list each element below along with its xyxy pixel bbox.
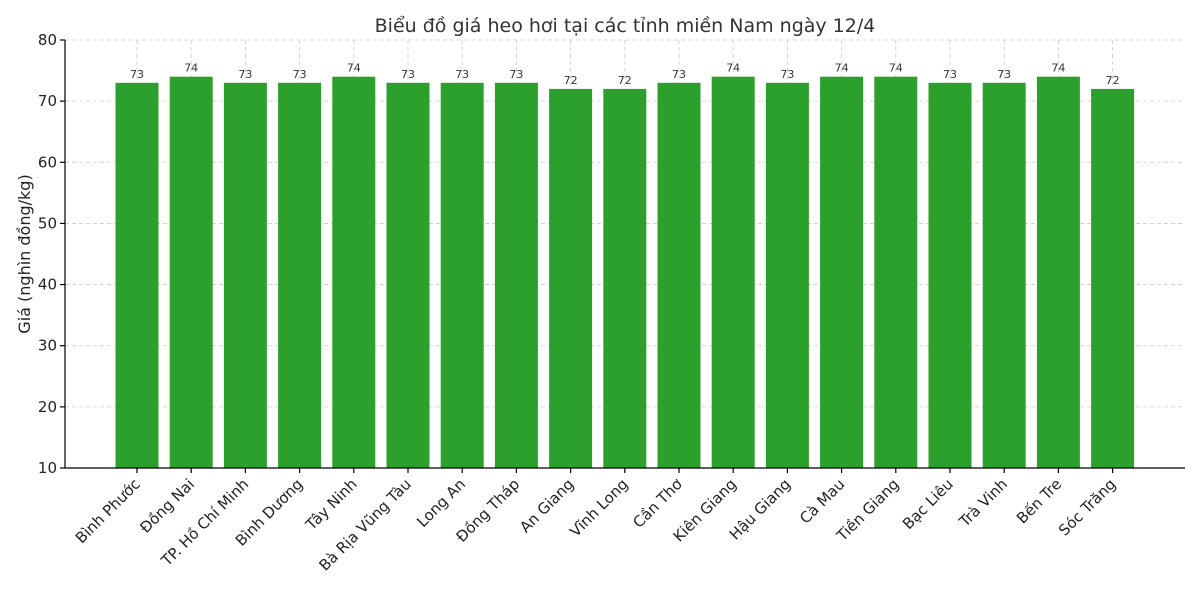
- data-label: 74: [1051, 62, 1065, 75]
- data-label: 73: [455, 68, 469, 81]
- bar: [332, 76, 376, 468]
- bar: [603, 88, 647, 469]
- bar: [223, 82, 267, 469]
- data-label: 73: [130, 68, 144, 81]
- bar: [820, 76, 864, 468]
- y-tick-label: 50: [38, 214, 57, 232]
- data-label: 74: [184, 62, 198, 75]
- data-label: 73: [780, 68, 794, 81]
- bar: [169, 76, 213, 468]
- y-tick-label: 10: [38, 459, 57, 477]
- y-tick-label: 30: [38, 337, 57, 355]
- bar: [1036, 76, 1080, 468]
- bar: [657, 82, 701, 469]
- x-tick-label: Long An: [413, 475, 469, 531]
- x-tick-label: Sóc Trăng: [1055, 475, 1119, 539]
- data-labels: 73 74 73 73 74 73 73 73 72 72 73 74 73 74 74 73 73 74 72: [130, 62, 1120, 87]
- x-tick-label: Bình Phước: [72, 475, 144, 547]
- bar: [765, 82, 809, 469]
- axes: [60, 39, 1185, 473]
- data-label: 73: [943, 68, 957, 81]
- bar: [1091, 88, 1135, 469]
- y-tick-labels: 10 20 30 40 50 60 70 80: [38, 31, 57, 477]
- y-tick-label: 80: [38, 31, 57, 49]
- y-tick-label: 40: [38, 276, 57, 294]
- x-tick-label: Cà Mau: [796, 475, 848, 527]
- bars: [115, 76, 1135, 469]
- bar: [549, 88, 593, 469]
- y-tick-label: 20: [38, 398, 57, 416]
- x-tick-label: Bà Rịa Vũng Tàu: [315, 475, 414, 574]
- bar: [982, 82, 1026, 469]
- data-label: 72: [564, 74, 578, 87]
- x-tick-label: Vĩnh Long: [566, 475, 631, 540]
- bar: [711, 76, 755, 468]
- bar: [928, 82, 972, 469]
- x-tick-label: Trà Vinh: [955, 475, 1011, 531]
- bar: [386, 82, 430, 469]
- y-tick-label: 60: [38, 153, 57, 171]
- data-label: 73: [672, 68, 686, 81]
- x-tick-label: Cần Thơ: [629, 475, 686, 532]
- bar: [115, 82, 159, 469]
- data-label: 72: [618, 74, 632, 87]
- bar: [874, 76, 918, 468]
- x-tick-label: Bạc Liêu: [899, 475, 957, 533]
- x-tick-label: Bến Tre: [1013, 475, 1065, 527]
- data-label: 73: [997, 68, 1011, 81]
- data-label: 74: [889, 62, 903, 75]
- data-label: 73: [401, 68, 415, 81]
- bar: [440, 82, 484, 469]
- data-label: 74: [347, 62, 361, 75]
- data-label: 73: [293, 68, 307, 81]
- chart-title: Biểu đồ giá heo hơi tại các tỉnh miền Na…: [375, 15, 876, 37]
- y-tick-label: 70: [38, 92, 57, 110]
- data-label: 74: [726, 62, 740, 75]
- bar: [278, 82, 322, 469]
- y-axis-label: Giá (nghìn đồng/kg): [15, 174, 34, 333]
- data-label: 73: [509, 68, 523, 81]
- data-label: 73: [238, 68, 252, 81]
- data-label: 72: [1106, 74, 1120, 87]
- data-label: 74: [835, 62, 849, 75]
- bar: [494, 82, 538, 469]
